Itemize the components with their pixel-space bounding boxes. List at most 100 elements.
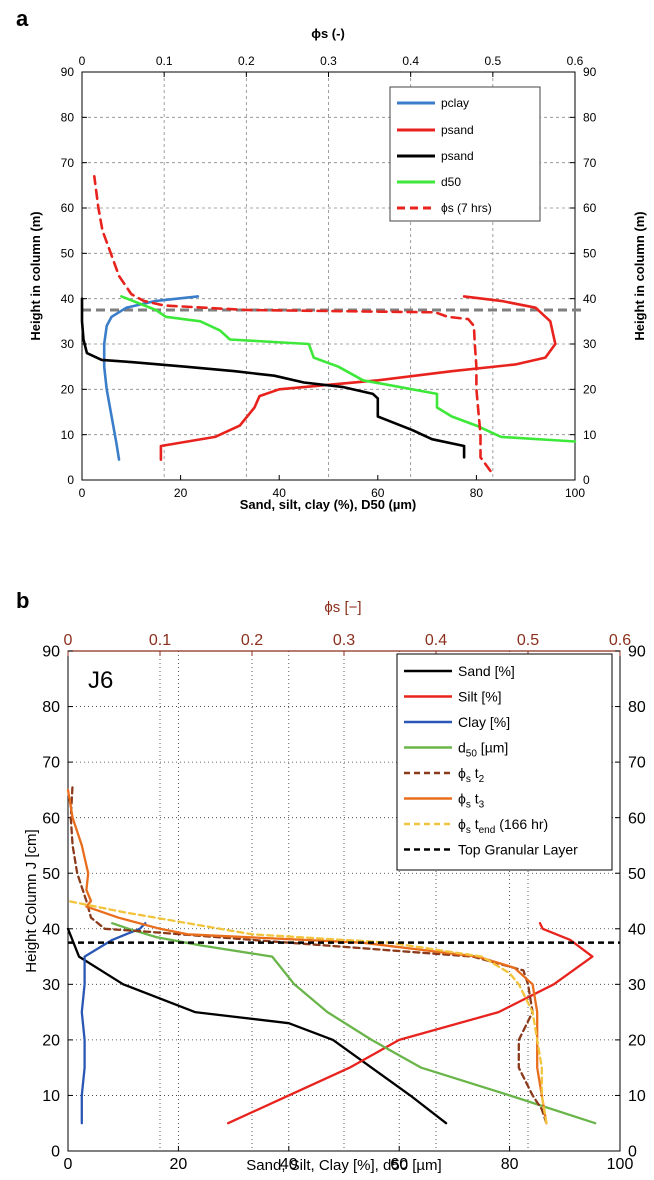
y-tick-label-right: 70 (583, 156, 597, 170)
panel-a-x-axis-label: Sand, silt, clay (%), D50 (µm) (240, 497, 417, 512)
x-tick-label: 20 (170, 1156, 188, 1173)
y-tick-label-right: 80 (628, 699, 646, 716)
panel-a-legend: pclay psand psand d50 ϕs (7 hrs) (389, 86, 541, 222)
y-tick-label-left: 10 (61, 428, 75, 442)
y-tick-label-right: 0 (628, 1144, 637, 1161)
series-line-clay (80, 922, 147, 1125)
x-tick-label: 0 (64, 1156, 73, 1173)
series-line-phis-t2 (69, 783, 548, 1125)
y-tick-label-right: 80 (583, 111, 597, 125)
legend-label-sand: Sand [%] (458, 663, 515, 679)
legend-label-phis-7hrs: ϕs (7 hrs) (441, 201, 492, 215)
y-tick-label-left: 60 (42, 810, 60, 827)
legend-label-silt: Silt [%] (458, 689, 502, 705)
y-tick-label-left: 80 (61, 111, 75, 125)
y-tick-label-right: 10 (628, 1088, 646, 1105)
top-tick-label: 0.4 (402, 54, 419, 68)
x-tick-label: 40 (280, 1156, 298, 1173)
y-tick-label-right: 60 (583, 201, 597, 215)
y-tick-label-left: 70 (61, 156, 75, 170)
panel-a-series (80, 175, 583, 473)
y-tick-label-right: 50 (628, 866, 646, 883)
y-tick-label-left: 40 (42, 921, 60, 938)
series-line-silt (226, 922, 594, 1125)
panel-b-grid (68, 651, 620, 1151)
series-line-psand-1 (159, 295, 557, 461)
series-line-psand-2 (80, 297, 466, 459)
series-line-d50-3 (120, 295, 577, 443)
y-tick-label-left: 80 (42, 699, 60, 716)
y-tick-label-left: 0 (51, 1144, 60, 1161)
top-tick-label: 0.3 (333, 632, 355, 649)
y-tick-label-right: 20 (583, 383, 597, 397)
panel-b-legend-box (396, 653, 613, 871)
top-tick-label: 0.2 (238, 54, 255, 68)
y-tick-label-left: 30 (61, 337, 75, 351)
y-tick-label-left: 50 (61, 247, 75, 261)
series-line-phis-tend (66, 899, 548, 1125)
x-tick-label: 20 (174, 486, 188, 500)
y-tick-label-right: 40 (583, 292, 597, 306)
y-tick-label-right: 20 (628, 1032, 646, 1049)
x-tick-label: 80 (470, 486, 484, 500)
top-tick-label: 0 (64, 632, 73, 649)
y-tick-label-left: 70 (42, 755, 60, 772)
legend-label-psand-black: psand (441, 149, 474, 163)
legend-label-psand-red: psand (441, 123, 474, 137)
panel-b-y-axis-label: Height Column J [cm] (23, 829, 40, 972)
top-tick-label: 0.6 (609, 632, 631, 649)
y-tick-label-right: 70 (628, 755, 646, 772)
legend-label-d50: d50 (441, 175, 461, 189)
y-tick-label-right: 30 (628, 977, 646, 994)
panel-a-top-axis-label: ϕs (-) (311, 26, 345, 41)
y-tick-label-right: 50 (583, 247, 597, 261)
top-tick-label: 0.5 (517, 632, 539, 649)
y-tick-label-right: 90 (628, 644, 646, 661)
legend-label-top-granular-layer: Top Granular Layer (458, 842, 578, 858)
y-tick-label-left: 30 (42, 977, 60, 994)
y-tick-label-left: 50 (42, 866, 60, 883)
top-tick-label: 0.3 (320, 54, 337, 68)
series-line-d50 (111, 922, 597, 1125)
x-tick-label: 0 (79, 486, 86, 500)
legend-label-phis-t3: ϕs t3 (458, 791, 485, 811)
top-tick-label: 0.6 (567, 54, 584, 68)
y-tick-label-left: 20 (61, 383, 75, 397)
top-tick-label: 0.5 (484, 54, 501, 68)
y-tick-label-right: 10 (583, 428, 597, 442)
x-tick-label: 60 (390, 1156, 408, 1173)
panel-b-top-axis-label: ϕs [−] (324, 599, 361, 616)
panel-a-y-axis-label-left: Height in column (m) (28, 211, 43, 340)
panel-a-label: a (16, 6, 29, 31)
legend-label-phis-tend: ϕs tend (166 hr) (458, 816, 548, 836)
y-tick-label-right: 60 (628, 810, 646, 827)
top-tick-label: 0 (79, 54, 86, 68)
legend-label-d50: d50 [µm] (458, 740, 508, 760)
x-tick-label: 60 (371, 486, 385, 500)
y-tick-label-left: 40 (61, 292, 75, 306)
legend-label-phis-t2: ϕs t2 (458, 765, 485, 785)
y-tick-label-right: 30 (583, 337, 597, 351)
x-tick-label: 100 (607, 1156, 634, 1173)
top-tick-label: 0.1 (149, 632, 171, 649)
y-tick-label-left: 90 (61, 65, 75, 79)
y-tick-label-left: 10 (42, 1088, 60, 1105)
y-tick-label-left: 0 (67, 473, 74, 487)
top-tick-label: 0.1 (156, 54, 173, 68)
y-tick-label-left: 60 (61, 201, 75, 215)
series-line-pclay-0 (102, 295, 200, 461)
panel-a-legend-box (389, 86, 541, 222)
top-tick-label: 0.4 (425, 632, 447, 649)
x-tick-label: 80 (501, 1156, 519, 1173)
series-line-sand (66, 927, 448, 1125)
y-tick-label-left: 90 (42, 644, 60, 661)
panel-b-annotation: J6 (88, 667, 113, 694)
legend-label-pclay: pclay (441, 96, 469, 110)
y-tick-label-right: 40 (628, 921, 646, 938)
panel-b-legend: Sand [%] Silt [%] Clay [%] d50 [µm] ϕs t2 ϕs … (396, 653, 613, 871)
x-tick-label: 40 (273, 486, 287, 500)
